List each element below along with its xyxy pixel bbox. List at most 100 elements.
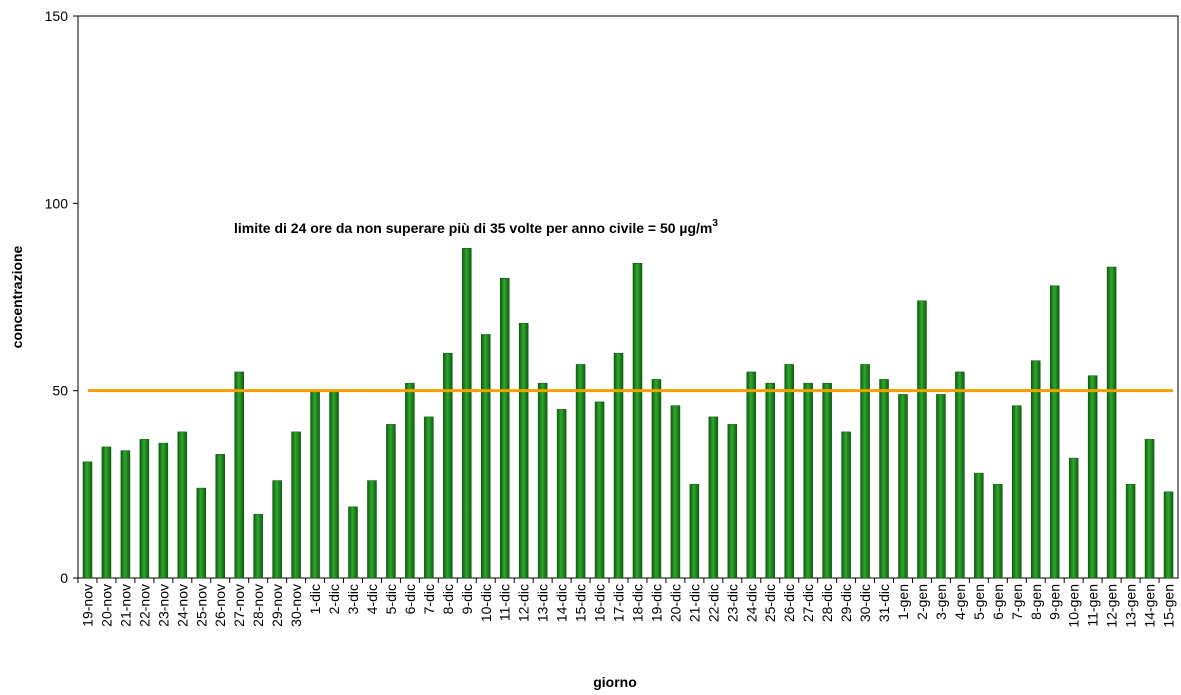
x-tick-label: 14-gen	[1142, 584, 1158, 628]
annotation: limite di 24 ore da non superare più di …	[234, 218, 718, 236]
x-tick-label: 28-nov	[250, 584, 266, 627]
bar	[784, 364, 794, 579]
bar	[120, 450, 131, 579]
bar	[139, 439, 150, 579]
bar	[1012, 405, 1022, 579]
x-tick-label: 6-dic	[402, 584, 418, 614]
bar	[803, 382, 813, 579]
x-tick-label: 19-nov	[79, 584, 95, 627]
x-tick-label: 18-dic	[629, 584, 645, 622]
x-tick-label: 12-gen	[1104, 584, 1120, 628]
x-tick-label: 15-dic	[573, 584, 589, 622]
x-tick-label: 11-dic	[497, 584, 513, 621]
bar	[765, 382, 775, 579]
x-tick-label: 21-nov	[117, 584, 133, 627]
x-tick-label: 2-gen	[914, 584, 930, 620]
bar	[955, 371, 965, 579]
bar	[499, 278, 510, 579]
bar	[1068, 457, 1079, 579]
bar	[462, 248, 472, 579]
bar	[424, 416, 434, 579]
x-tick-label: 28-dic	[819, 584, 835, 622]
x-tick-label: 25-nov	[193, 584, 209, 627]
bar	[651, 379, 662, 579]
bar	[291, 431, 301, 579]
bar	[1163, 491, 1174, 579]
x-tick-label: 5-gen	[971, 584, 987, 620]
bar	[1106, 266, 1117, 579]
bar	[196, 487, 207, 579]
y-axis-title: concentrazione	[9, 245, 25, 348]
bar	[822, 382, 832, 579]
bar	[993, 484, 1003, 579]
x-tick-label: 8-dic	[440, 584, 456, 614]
x-tick-label: 10-dic	[478, 584, 494, 622]
x-tick-label: 12-dic	[516, 584, 532, 622]
bar	[594, 401, 605, 579]
x-tick-label: 2-dic	[326, 584, 342, 614]
y-tick-label: 50	[52, 383, 68, 399]
bar	[632, 263, 643, 579]
x-tick-label: 26-nov	[212, 584, 228, 627]
bar	[272, 480, 282, 579]
bar	[727, 424, 738, 579]
x-tick-label: 10-gen	[1066, 584, 1082, 628]
x-tick-label: 27-nov	[231, 584, 247, 627]
x-tick-label: 16-dic	[592, 584, 608, 622]
bar	[746, 371, 757, 579]
bar	[936, 394, 946, 579]
x-tick-label: 1-gen	[895, 584, 911, 620]
x-tick-label: 23-dic	[724, 584, 740, 622]
bar	[556, 409, 567, 579]
bar	[101, 446, 112, 579]
x-tick-label: 7-gen	[1009, 584, 1025, 620]
y-tick-label: 0	[60, 570, 68, 586]
x-tick-label: 14-dic	[554, 584, 570, 622]
bar	[879, 379, 889, 579]
x-tick-label: 24-nov	[174, 584, 190, 627]
x-axis-title: giorno	[593, 674, 637, 690]
y-tick-label: 150	[45, 8, 69, 24]
bar	[1144, 439, 1155, 579]
x-tick-label: 11-gen	[1085, 584, 1101, 627]
bar	[841, 431, 851, 579]
bar	[689, 484, 700, 579]
x-tick-label: 9-dic	[459, 584, 475, 614]
x-tick-label: 20-dic	[667, 584, 683, 622]
x-tick-label: 24-dic	[743, 584, 759, 622]
x-tick-label: 29-nov	[269, 584, 285, 627]
x-tick-label: 27-dic	[800, 584, 816, 622]
bar	[405, 382, 415, 579]
x-tick-label: 17-dic	[611, 584, 627, 622]
x-tick-label: 30-nov	[288, 584, 304, 627]
bar	[253, 514, 263, 579]
x-tick-label: 9-gen	[1047, 584, 1063, 620]
bar	[82, 461, 93, 579]
bar	[1087, 375, 1098, 579]
bar	[310, 390, 320, 579]
bar	[575, 364, 586, 579]
x-tick-label: 6-gen	[990, 584, 1006, 620]
bar	[1031, 360, 1041, 579]
x-tick-label: 4-gen	[952, 584, 968, 620]
x-tick-label: 23-nov	[155, 584, 171, 627]
bar	[215, 454, 225, 579]
x-tick-label: 3-gen	[933, 584, 949, 620]
bar	[860, 364, 870, 579]
bar	[917, 300, 927, 579]
x-tick-label: 20-nov	[98, 584, 114, 627]
bar	[481, 334, 491, 579]
x-tick-label: 13-gen	[1123, 584, 1139, 628]
bar	[158, 442, 169, 579]
bar	[348, 506, 358, 579]
bar	[177, 431, 188, 579]
x-tick-label: 5-dic	[383, 584, 399, 614]
bar	[443, 352, 453, 579]
x-tick-label: 3-dic	[345, 584, 361, 614]
bar	[234, 371, 244, 579]
x-tick-label: 7-dic	[421, 584, 437, 614]
x-tick-label: 22-nov	[136, 584, 152, 627]
annotation-text: limite di 24 ore da non superare più di …	[234, 220, 712, 236]
annotation-superscript: 3	[712, 218, 718, 229]
